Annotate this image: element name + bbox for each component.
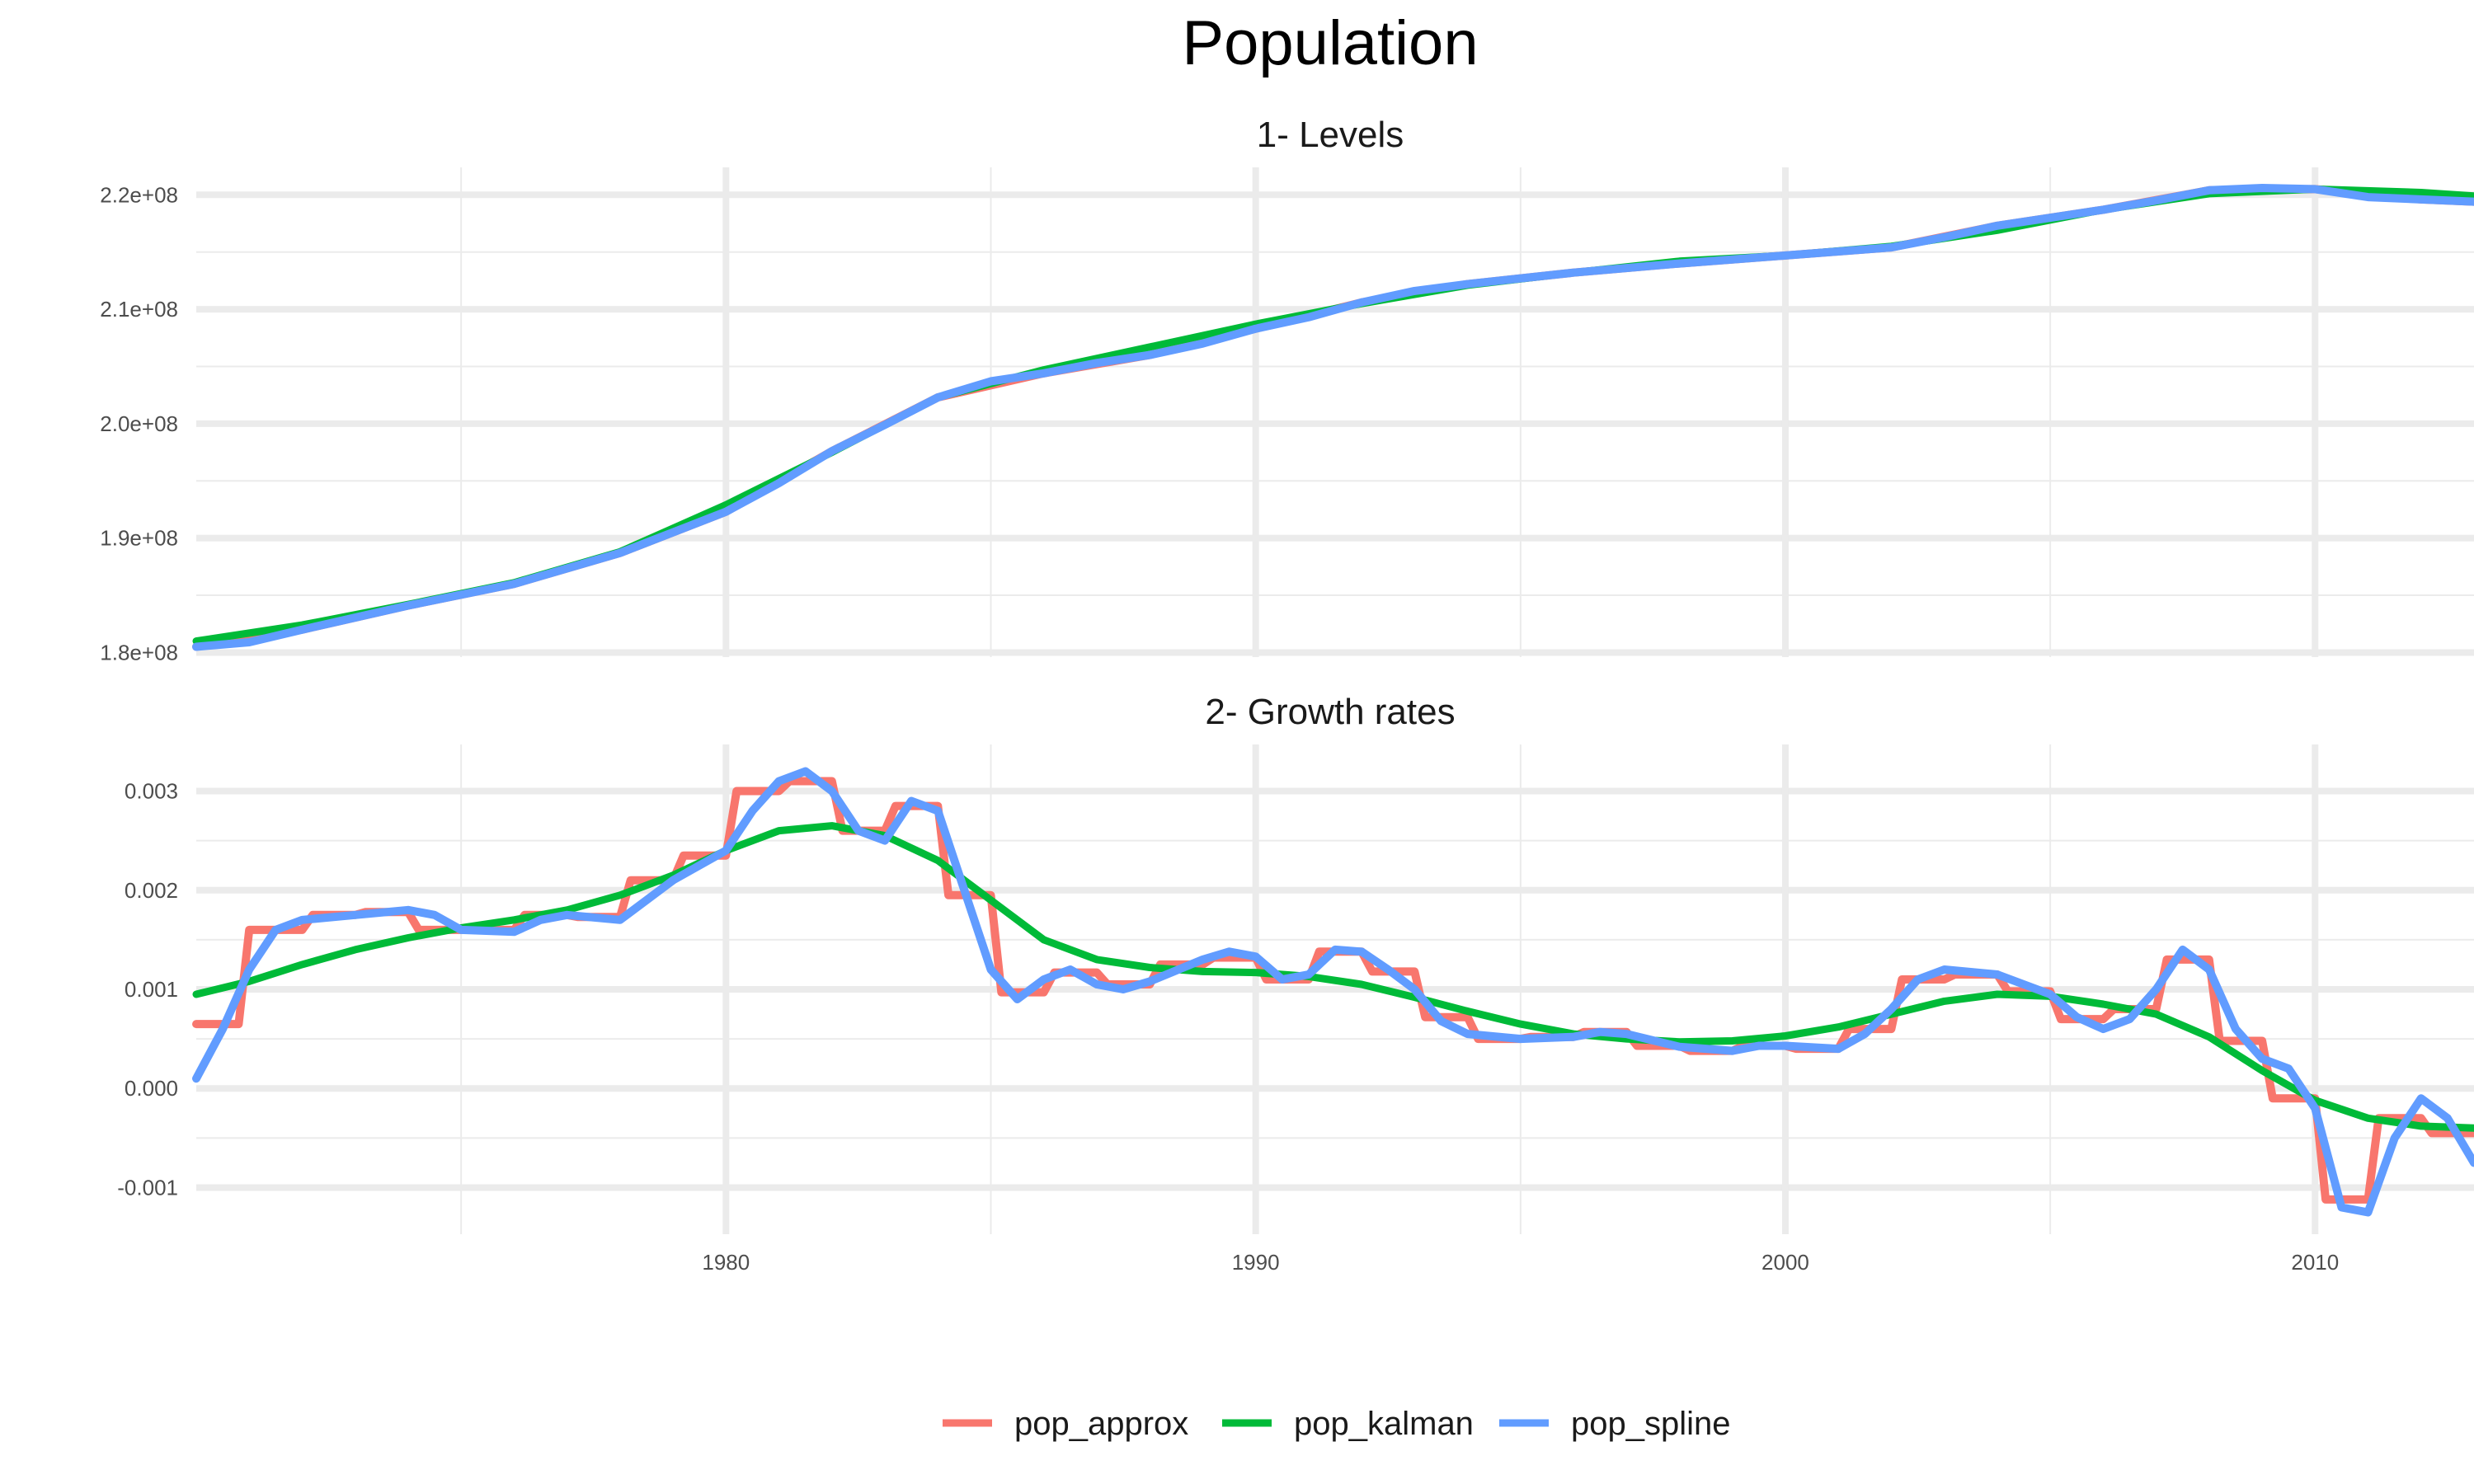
legend: pop_approx pop_kalman pop_spline bbox=[943, 1406, 1731, 1442]
x-tick-label-1: 1990 bbox=[1232, 1250, 1280, 1275]
panel-title-growth: 2- Growth rates bbox=[1205, 692, 1455, 732]
legend-label-pop-spline: pop_spline bbox=[1571, 1406, 1731, 1442]
panel-levels: 1- Levels 1.8e+08 1.9e+08 2.0e+08 2.1e+08 2.… bbox=[100, 115, 2474, 665]
gridlines-levels bbox=[196, 167, 2474, 657]
legend-item-pop-spline: pop_spline bbox=[1499, 1406, 1731, 1442]
panel-growth: 2- Growth rates -0.001 0.000 0.001 0.002 0.0… bbox=[117, 692, 2474, 1234]
y-tick-label-levels-3: 2.1e+08 bbox=[100, 297, 178, 322]
series-growth bbox=[192, 767, 2474, 1217]
series-line-levels-pop_spline bbox=[192, 184, 2474, 651]
series-line-growth-pop_spline bbox=[192, 767, 2474, 1217]
x-tick-labels: 1980 1990 2000 2010 bbox=[702, 1250, 2339, 1275]
y-tick-label-levels-4: 2.2e+08 bbox=[100, 182, 178, 207]
legend-item-pop-approx: pop_approx bbox=[943, 1406, 1188, 1442]
y-tick-label-growth-2: 0.001 bbox=[125, 977, 178, 1002]
y-tick-label-levels-2: 2.0e+08 bbox=[100, 411, 178, 436]
series-line-growth-pop_approx bbox=[192, 777, 2474, 1204]
y-tick-labels-levels: 1.8e+08 1.9e+08 2.0e+08 2.1e+08 2.2e+08 bbox=[100, 182, 178, 665]
series-line-growth-pop_kalman bbox=[192, 822, 2474, 1132]
chart-title: Population bbox=[1182, 8, 1478, 78]
y-tick-label-levels-0: 1.8e+08 bbox=[100, 640, 178, 665]
legend-label-pop-approx: pop_approx bbox=[1014, 1406, 1188, 1442]
legend-item-pop-kalman: pop_kalman bbox=[1222, 1406, 1474, 1442]
y-tick-label-growth-0: -0.001 bbox=[117, 1175, 178, 1200]
series-levels bbox=[192, 184, 2474, 651]
x-tick-label-2: 2000 bbox=[1761, 1250, 1809, 1275]
y-tick-label-growth-1: 0.000 bbox=[125, 1076, 178, 1101]
gridlines-growth bbox=[196, 744, 2474, 1234]
y-tick-label-growth-4: 0.003 bbox=[125, 779, 178, 804]
y-tick-label-levels-1: 1.9e+08 bbox=[100, 526, 178, 551]
y-tick-labels-growth: -0.001 0.000 0.001 0.002 0.003 bbox=[117, 779, 178, 1200]
x-tick-label-3: 2010 bbox=[2291, 1250, 2339, 1275]
legend-label-pop-kalman: pop_kalman bbox=[1294, 1406, 1474, 1442]
x-tick-label-0: 1980 bbox=[702, 1250, 750, 1275]
y-tick-label-growth-3: 0.002 bbox=[125, 878, 178, 903]
panel-title-levels: 1- Levels bbox=[1257, 115, 1404, 155]
